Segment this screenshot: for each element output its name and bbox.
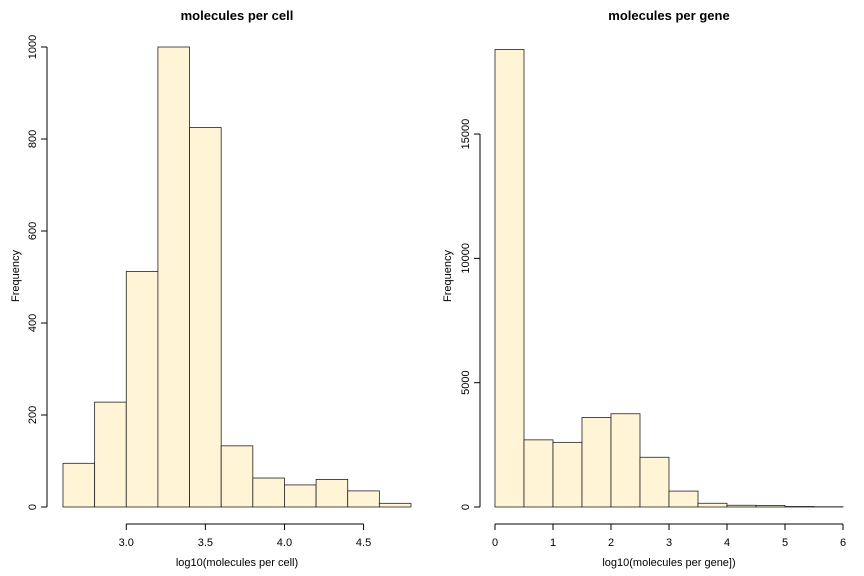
histogram-bar — [581, 417, 612, 508]
chart-title: molecules per cell — [181, 8, 294, 23]
y-tick-label: 0 — [27, 504, 39, 510]
x-tick-label: 6 — [840, 537, 846, 549]
histogram-bar — [523, 439, 554, 508]
y-tick-label: 600 — [27, 222, 39, 240]
histogram-bar — [697, 502, 728, 508]
histogram-bar — [315, 478, 349, 508]
x-axis-label: log10(molecules per gene]) — [602, 557, 735, 569]
x-tick-label: 3 — [666, 537, 672, 549]
histogram-bar — [94, 401, 127, 508]
histogram-bar — [125, 271, 159, 508]
histogram-bar — [494, 49, 525, 508]
histogram-bar — [552, 441, 583, 508]
histogram-bar — [726, 504, 757, 508]
y-tick-label: 1000 — [27, 35, 39, 59]
panel-molecules-per-gene: molecules per gene log10(molecules per g… — [442, 8, 846, 569]
y-tick-label: 800 — [27, 130, 39, 148]
histogram-bar — [639, 456, 670, 508]
x-tick-label: 2 — [608, 537, 614, 549]
histogram-bar — [284, 484, 317, 508]
histogram-bar — [347, 490, 380, 508]
x-tick-label: 4 — [724, 537, 730, 549]
histogram-bar — [610, 413, 641, 508]
x-tick-label: 3.5 — [198, 537, 213, 549]
chart-title: molecules per gene — [608, 8, 729, 23]
y-tick-label: 15000 — [460, 119, 472, 150]
y-tick-label: 10000 — [460, 243, 472, 274]
y-tick-label: 0 — [460, 504, 472, 510]
histogram-bar — [378, 502, 412, 508]
y-axis-label: Frequency — [442, 250, 454, 302]
histogram-bar — [252, 477, 285, 508]
histogram-bar — [189, 127, 222, 508]
histogram-bar — [755, 505, 786, 508]
x-tick-label: 5 — [782, 537, 788, 549]
y-tick-label: 200 — [27, 406, 39, 424]
y-tick-label: 5000 — [460, 370, 472, 394]
panel-molecules-per-cell: molecules per cell log10(molecules per c… — [10, 8, 412, 569]
histogram-bar — [62, 462, 96, 508]
x-tick-label: 3.0 — [119, 537, 134, 549]
histogram-bar — [668, 490, 699, 508]
x-axis-label: log10(molecules per cell) — [176, 557, 298, 569]
x-tick-label: 4.5 — [356, 537, 371, 549]
histogram-bar — [157, 46, 190, 508]
x-tick-label: 0 — [492, 537, 498, 549]
x-tick-label: 4.0 — [277, 537, 292, 549]
histogram-bar — [220, 445, 254, 508]
x-tick-label: 1 — [550, 537, 556, 549]
y-axis-label: Frequency — [10, 250, 22, 302]
y-tick-label: 400 — [27, 314, 39, 332]
